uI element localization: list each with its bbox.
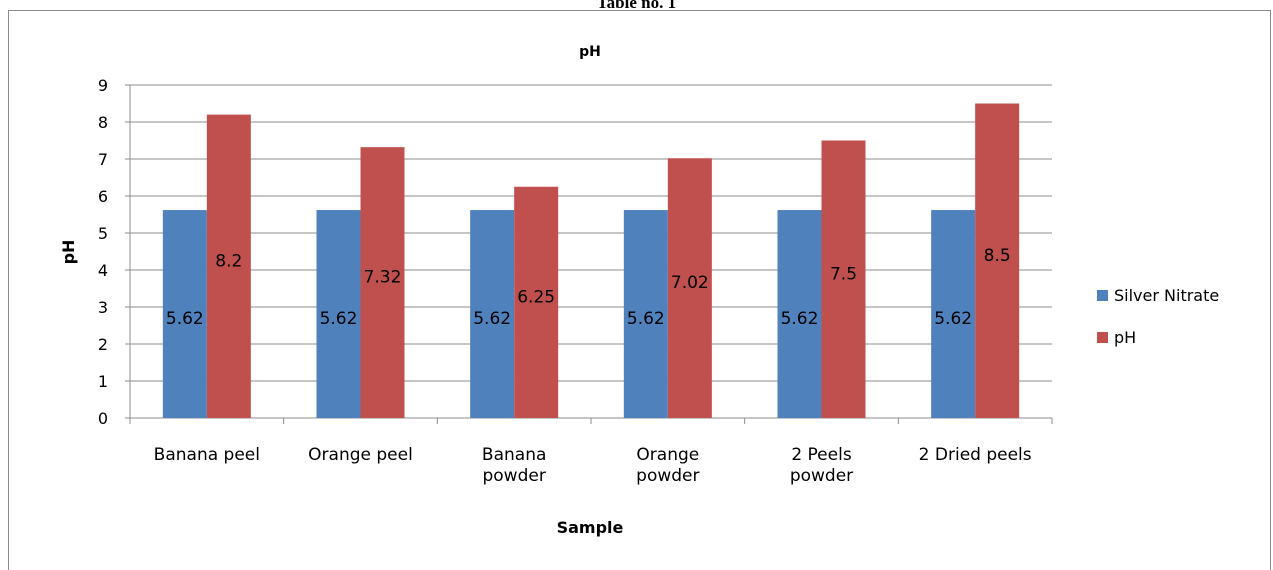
bar-silver-nitrate bbox=[470, 210, 515, 418]
y-tick-label: 1 bbox=[98, 372, 108, 391]
bar-silver-nitrate bbox=[162, 210, 207, 418]
legend-label: pH bbox=[1114, 328, 1136, 347]
chart-title: pH bbox=[579, 44, 601, 60]
chart-frame bbox=[8, 10, 1271, 570]
bar-ph bbox=[667, 158, 712, 418]
legend-swatch bbox=[1097, 290, 1108, 301]
bar-ph bbox=[206, 114, 251, 418]
data-label: 5.62 bbox=[934, 309, 972, 329]
data-label: 5.62 bbox=[320, 309, 358, 329]
x-axis-title: Sample bbox=[557, 518, 624, 537]
y-tick-label: 0 bbox=[98, 409, 108, 428]
x-category-label: powder bbox=[636, 466, 699, 486]
x-category-label: Orange peel bbox=[308, 445, 413, 465]
y-tick-label: 8 bbox=[98, 113, 108, 132]
bar-silver-nitrate bbox=[623, 210, 668, 418]
data-label: 5.62 bbox=[781, 309, 819, 329]
x-category-label: Banana peel bbox=[154, 445, 260, 465]
y-tick-label: 7 bbox=[98, 150, 108, 169]
data-label: 7.02 bbox=[671, 273, 709, 293]
x-category-label: powder bbox=[790, 466, 853, 486]
bar-silver-nitrate bbox=[777, 210, 822, 418]
y-tick-label: 5 bbox=[98, 224, 108, 243]
y-tick-label: 3 bbox=[98, 298, 108, 317]
y-tick-label: 6 bbox=[98, 187, 108, 206]
legend-swatch bbox=[1097, 332, 1108, 343]
legend-label: Silver Nitrate bbox=[1114, 286, 1219, 305]
bar-ph bbox=[514, 186, 559, 418]
bar-ph bbox=[975, 103, 1020, 418]
x-category-label: 2 Peels bbox=[791, 445, 852, 465]
bar-ph bbox=[821, 140, 866, 418]
x-category-label: powder bbox=[482, 466, 545, 486]
y-axis-title: pH bbox=[59, 240, 78, 265]
data-label: 5.62 bbox=[627, 309, 665, 329]
y-tick-label: 9 bbox=[98, 76, 108, 95]
data-label: 8.5 bbox=[984, 246, 1011, 266]
data-label: 7.5 bbox=[830, 264, 857, 284]
data-label: 8.2 bbox=[215, 251, 242, 271]
y-tick-label: 2 bbox=[98, 335, 108, 354]
x-category-label: 2 Dried peels bbox=[919, 445, 1032, 465]
bar-silver-nitrate bbox=[316, 210, 361, 418]
data-label: 5.62 bbox=[473, 309, 511, 329]
table-caption: Table no. 1 bbox=[596, 0, 677, 12]
data-label: 5.62 bbox=[166, 309, 204, 329]
x-category-label: Banana bbox=[482, 445, 546, 465]
y-tick-label: 4 bbox=[98, 261, 108, 280]
data-label: 6.25 bbox=[517, 287, 555, 307]
data-label: 7.32 bbox=[364, 268, 402, 288]
bar-ph bbox=[360, 147, 405, 418]
x-category-label: Orange bbox=[636, 445, 699, 465]
bar-silver-nitrate bbox=[931, 210, 976, 418]
